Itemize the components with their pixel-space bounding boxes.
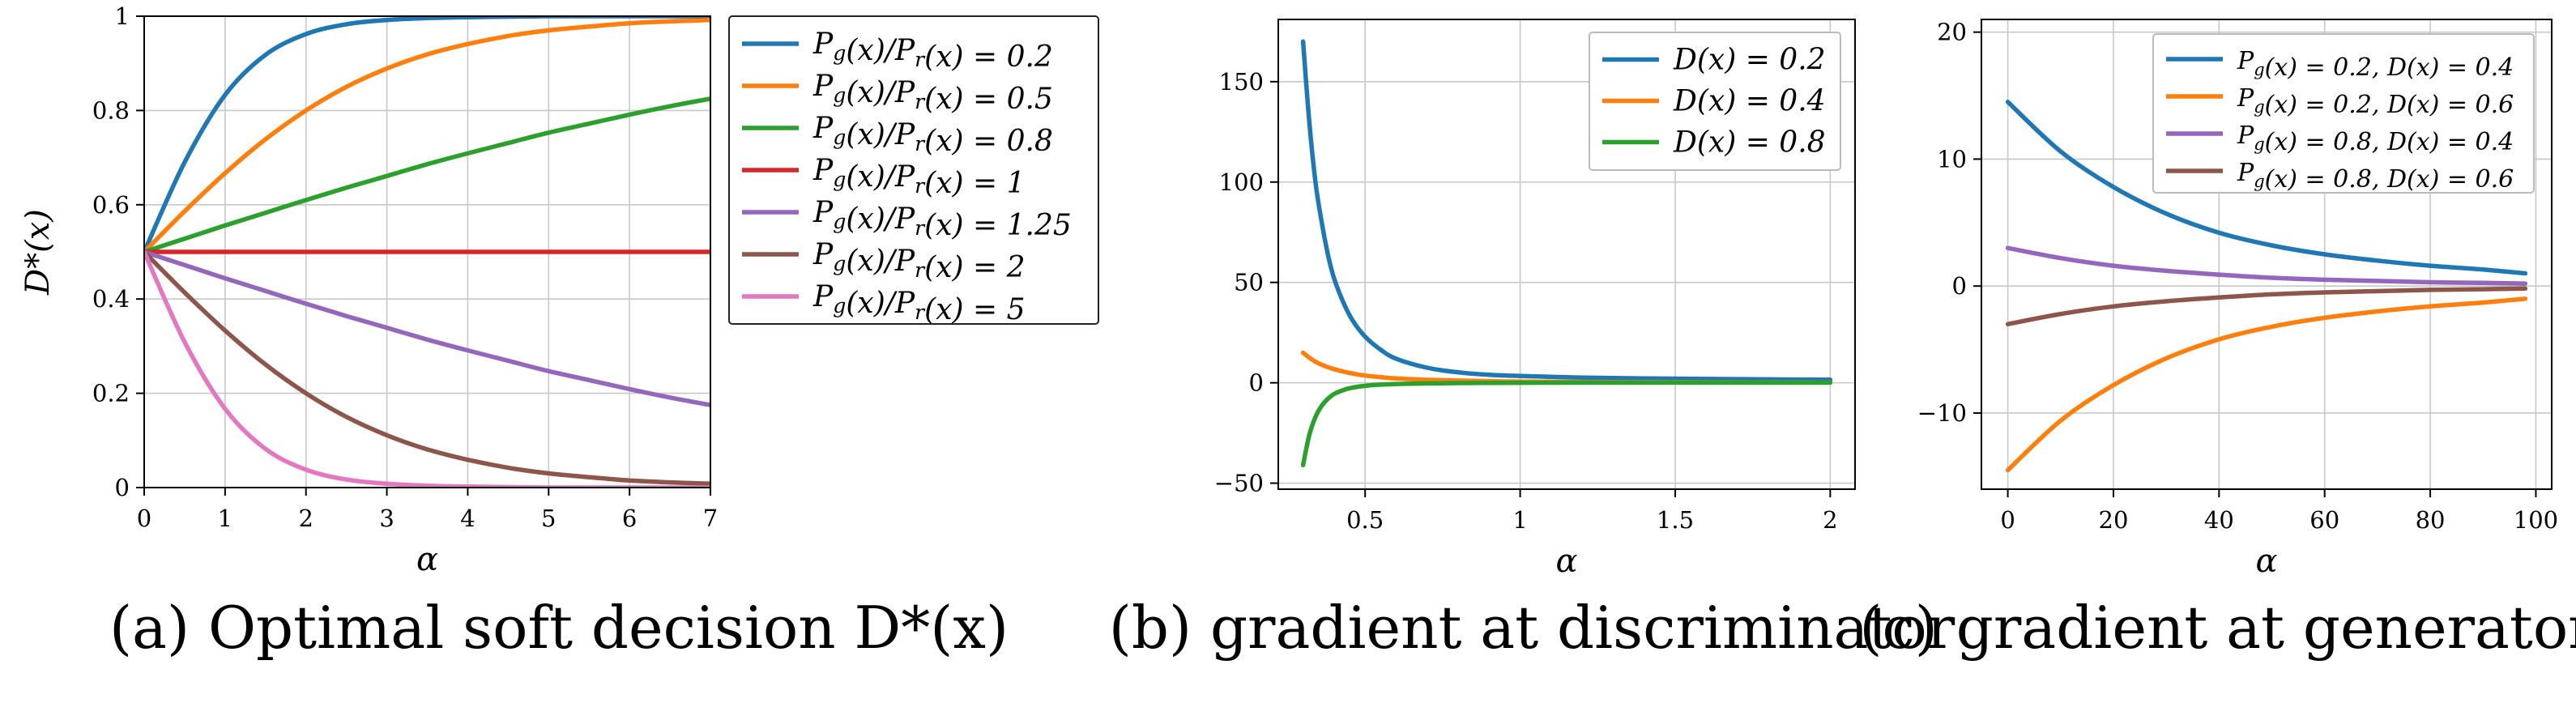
legend-entry-label: Pg(x)/Pr(x) = 2 <box>812 238 1026 284</box>
series-line-3 <box>1300 380 1833 468</box>
legend-entry-label: D(x) = 0.4 <box>1673 85 1826 118</box>
series-line-5 <box>144 249 710 407</box>
legend-entry-label: Pg(x)/Pr(x) = 5 <box>812 280 1026 326</box>
legend-entry-label: Pg(x)/Pr(x) = 1.25 <box>812 196 1072 242</box>
legend-entry-label: Pg(x)/Pr(x) = 0.5 <box>812 70 1053 116</box>
legend-entry-label: D(x) = 0.8 <box>1673 126 1826 160</box>
x-axis-label: α <box>416 541 438 578</box>
legend-box <box>2152 33 2535 194</box>
legend-entry-label: Pg(x)/Pr(x) = 0.8 <box>812 112 1053 158</box>
series-line-4 <box>2005 286 2528 326</box>
caption: (c) gradient at generator <box>1859 594 2576 662</box>
caption: (a) Optimal soft decision D*(x) <box>109 594 1009 662</box>
x-tick-label: 6 <box>622 505 637 532</box>
y-tick-label: 0 <box>1249 369 1264 397</box>
legend-entry-label: Pg(x) = 0.8, D(x) = 0.6 <box>2237 159 2514 194</box>
x-tick-label: 2 <box>1823 506 1837 534</box>
y-axis-label: D*(x) <box>19 209 57 296</box>
legend-box <box>1589 32 1841 171</box>
x-tick-label: 0 <box>137 505 151 532</box>
series-line-2 <box>144 17 710 254</box>
caption: (b) gradient at discriminator <box>1109 594 1955 662</box>
panel-c: 0 20 40 60 80 100 −10 0 10 20 α Pg(x) = 0.2, D(x) =… <box>1859 19 2576 662</box>
y-tick-label: −10 <box>1917 399 1967 427</box>
panel-a: 0 1 2 3 4 5 6 7 0 0.2 0.4 0.6 0.8 1 α D*(x) Pg(x)/Pr(x) … <box>19 2 1099 662</box>
y-tick-label: 0.4 <box>92 285 130 313</box>
legend-entry-label: Pg(x)/Pr(x) = 0.2 <box>812 28 1053 74</box>
x-tick-label: 1 <box>1512 506 1527 534</box>
series-line-3 <box>2005 245 2528 286</box>
y-tick-label: 0 <box>115 474 130 501</box>
plot-frame <box>1277 19 1856 490</box>
legend-entry-label: Pg(x) = 0.2, D(x) = 0.6 <box>2237 84 2514 119</box>
legend-box <box>728 15 1099 325</box>
y-tick-label: 0 <box>1952 272 1967 300</box>
legend: Pg(x)/Pr(x) = 0.2Pg(x)/Pr(x) = 0.5Pg(x)/… <box>728 15 1099 326</box>
x-tick-label: 100 <box>2514 506 2558 534</box>
x-tick-label: 0.5 <box>1346 506 1384 534</box>
legend-entry-label: Pg(x)/Pr(x) = 1 <box>812 154 1026 200</box>
plot-frame <box>1981 19 2553 490</box>
x-axis-label: α <box>1555 543 1577 580</box>
y-tick-label: 10 <box>1937 145 1967 173</box>
series-group <box>1300 39 1833 468</box>
x-tick-label: 60 <box>2309 506 2339 534</box>
x-tick-label: 40 <box>2204 506 2234 534</box>
y-tick-label: 50 <box>1234 269 1264 296</box>
series-group <box>144 16 710 488</box>
legend: Pg(x) = 0.2, D(x) = 0.4Pg(x) = 0.2, D(x)… <box>2152 33 2535 194</box>
x-tick-label: 0 <box>2000 506 2015 534</box>
legend-entry-label: Pg(x) = 0.2, D(x) = 0.4 <box>2237 47 2514 82</box>
y-tick-label: 150 <box>1219 68 1264 96</box>
x-tick-label: 4 <box>460 505 475 532</box>
y-tick-label: −50 <box>1214 470 1264 497</box>
y-tick-label: 0.8 <box>92 96 130 124</box>
x-tick-label: 80 <box>2416 506 2446 534</box>
y-tick-label: 1 <box>115 2 130 30</box>
x-tick-label: 5 <box>541 505 556 532</box>
x-tick-label: 1.5 <box>1657 506 1694 534</box>
legend-entry-label: Pg(x) = 0.8, D(x) = 0.4 <box>2237 121 2514 156</box>
series-line-1 <box>144 16 710 254</box>
x-tick-label: 7 <box>703 505 718 532</box>
series-line-6 <box>144 249 710 487</box>
x-tick-label: 1 <box>218 505 232 532</box>
y-tick-label: 0.6 <box>92 191 130 219</box>
series-line-1 <box>2005 100 2528 276</box>
y-tick-label: 0.2 <box>92 380 130 407</box>
series-line-7 <box>144 249 710 488</box>
plot-frame <box>143 15 711 488</box>
x-tick-label: 2 <box>298 505 313 532</box>
series-line-1 <box>1300 39 1833 382</box>
x-tick-label: 3 <box>379 505 394 532</box>
legend-entry-label: D(x) = 0.2 <box>1673 44 1826 77</box>
y-tick-label: 100 <box>1219 168 1264 196</box>
x-axis-label: α <box>2255 543 2277 580</box>
series-group <box>2005 100 2528 473</box>
legend: D(x) = 0.2 D(x) = 0.4 D(x) = 0.8 <box>1589 32 1841 171</box>
y-tick-label: 20 <box>1937 19 1967 46</box>
x-tick-label: 20 <box>2099 506 2129 534</box>
series-line-2 <box>2005 296 2528 473</box>
series-line-3 <box>144 96 710 254</box>
